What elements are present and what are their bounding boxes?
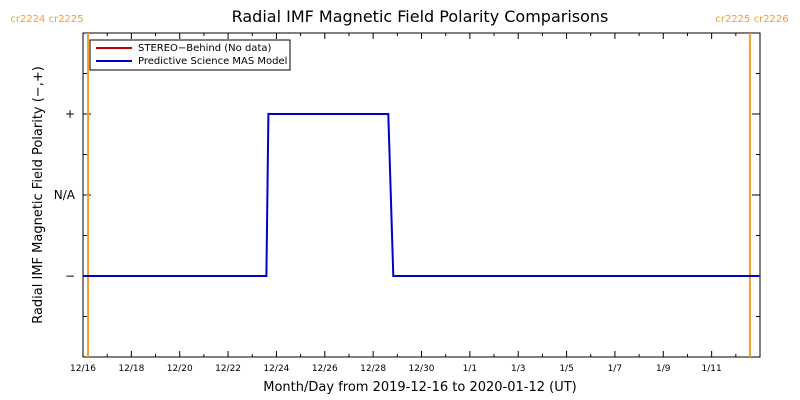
y-tick-label: − <box>65 269 75 283</box>
legend-label-stereo: STEREO−Behind (No data) <box>138 43 271 54</box>
x-tick-label: 1/9 <box>656 364 671 374</box>
x-tick-label: 12/26 <box>312 364 338 374</box>
carrington-label: cr2224 cr2225 <box>10 14 83 25</box>
y-axis-label: Radial IMF Magnetic Field Polarity (−,+) <box>31 66 46 324</box>
legend-box <box>89 39 291 71</box>
x-axis-label: Month/Day from 2019-12-16 to 2020-01-12 … <box>263 380 576 395</box>
x-tick-label: 12/28 <box>360 364 386 374</box>
series-layer <box>83 113 759 277</box>
y-tick-label: N/A <box>54 188 76 202</box>
legend: STEREO−Behind (No data) Predictive Scien… <box>89 39 291 71</box>
x-tick-label: 1/7 <box>608 364 622 374</box>
legend-label-mas: Predictive Science MAS Model <box>138 56 287 67</box>
plot-frame <box>82 32 761 358</box>
carrington-label: cr2225 cr2226 <box>715 14 788 25</box>
x-tick-label: 12/18 <box>118 364 144 374</box>
x-tick-label: 1/5 <box>559 364 573 374</box>
carrington-markers: cr2224 cr2225 cr2225 cr2226 <box>10 14 789 357</box>
x-tick-label: 1/11 <box>702 364 722 374</box>
x-tick-label: 1/3 <box>511 364 525 374</box>
x-tick-label: 12/20 <box>167 364 193 374</box>
x-tick-label: 12/24 <box>263 364 289 374</box>
x-tick-label: 12/22 <box>215 364 241 374</box>
chart-title: Radial IMF Magnetic Field Polarity Compa… <box>232 7 609 26</box>
x-tick-label: 12/30 <box>409 364 435 374</box>
y-tick-label: + <box>65 107 75 121</box>
x-axis-ticks: 12/16 12/18 12/20 12/22 12/24 12/26 12/28 12/30… <box>70 33 761 374</box>
series-line-1 <box>83 113 759 277</box>
x-tick-label: 1/1 <box>463 364 477 374</box>
y-axis-ticks: − N/A + <box>54 32 760 358</box>
x-tick-label: 12/16 <box>70 364 96 374</box>
